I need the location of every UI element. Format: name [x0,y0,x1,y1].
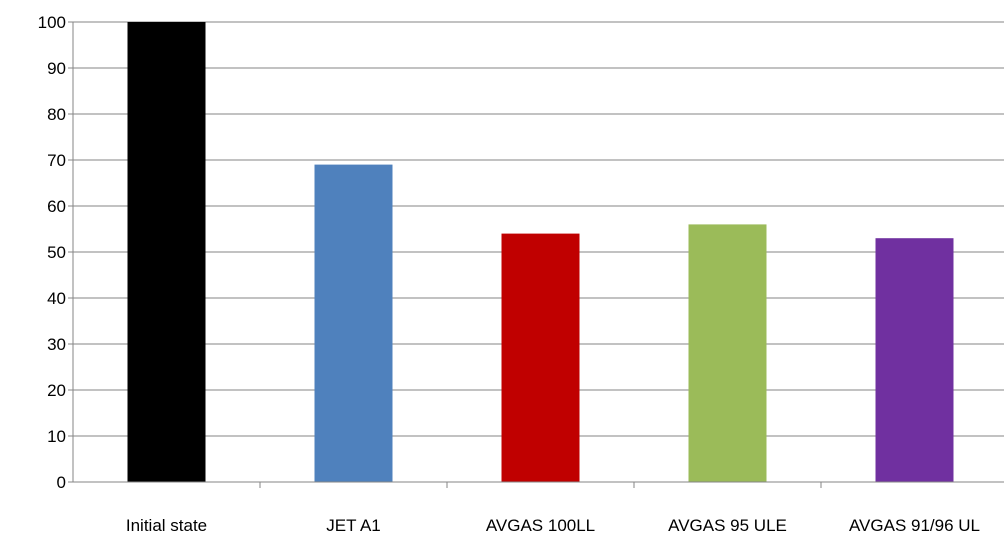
category-label: AVGAS 91/96 UL [849,516,980,535]
bar-3 [501,233,580,482]
axes [68,21,1004,488]
category-label: AVGAS 100LL [486,516,595,535]
y-tick-label: 90 [47,59,66,78]
y-tick-label: 10 [47,427,66,446]
y-tick-label: 30 [47,335,66,354]
y-tick-label: 60 [47,197,66,216]
y-tick-label: 50 [47,243,66,262]
bar-2 [314,164,393,482]
y-tick-labels: 0 10 20 30 40 50 60 70 80 90 100 [38,13,66,492]
bar-5 [875,238,954,482]
y-tick-label: 0 [57,473,66,492]
y-tick-label: 100 [38,13,66,32]
y-tick-label: 70 [47,151,66,170]
y-tick-label: 20 [47,381,66,400]
y-tick-label: 40 [47,289,66,308]
bar-1 [127,22,206,482]
bar-4 [688,224,767,482]
category-labels: Initial state JET A1 AVGAS 100LL AVGAS 95 U… [126,516,980,535]
bars [127,22,954,482]
y-tick-label: 80 [47,105,66,124]
category-label: JET A1 [326,516,381,535]
category-label: AVGAS 95 ULE [668,516,787,535]
category-label: Initial state [126,516,207,535]
